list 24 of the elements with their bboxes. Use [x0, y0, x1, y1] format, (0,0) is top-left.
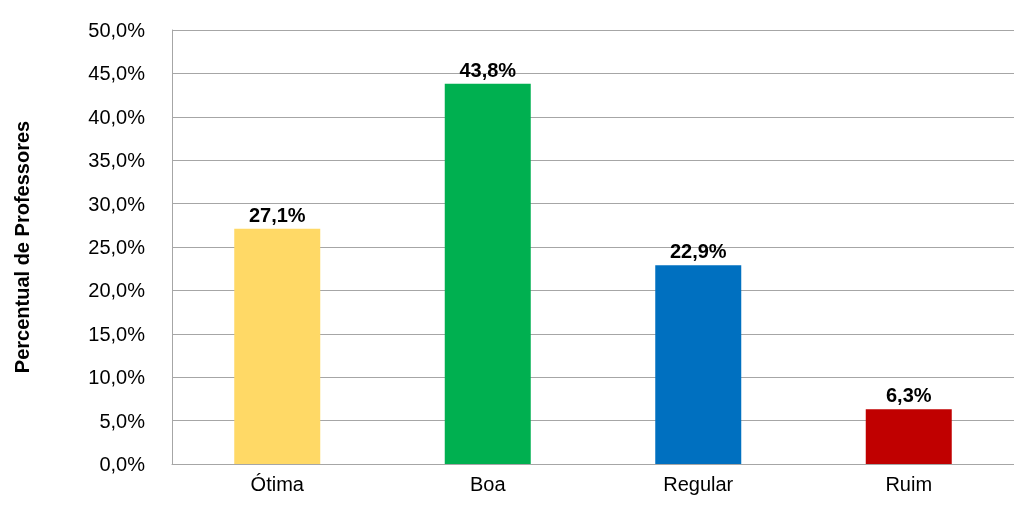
data-label: 6,3% [885, 384, 932, 407]
y-tick-label: 45,0% [88, 62, 146, 85]
y-axis-title: Percentual de Professores [11, 120, 33, 374]
y-tick-label: 40,0% [88, 105, 146, 128]
y-tick-label: 10,0% [88, 366, 146, 389]
x-tick-label: Ótima [250, 473, 305, 495]
bar [865, 409, 952, 464]
y-tick-label: 0,0% [99, 453, 146, 475]
bar [655, 265, 742, 464]
y-tick-label: 30,0% [88, 192, 146, 215]
x-tick-label: Ruim [885, 473, 933, 495]
x-tick-label: Boa [469, 473, 507, 495]
y-tick-label: 35,0% [88, 149, 146, 172]
data-label: 43,8% [459, 58, 517, 81]
data-label: 22,9% [669, 240, 727, 263]
y-tick-label: 5,0% [99, 409, 146, 432]
x-tick-label: Regular [663, 473, 734, 495]
data-label: 27,1% [248, 203, 306, 226]
y-tick-label: 50,0% [88, 19, 146, 41]
y-tick-label: 20,0% [88, 279, 146, 302]
y-tick-label: 25,0% [88, 236, 146, 258]
bar [234, 228, 321, 464]
y-tick-label: 15,0% [88, 322, 146, 345]
bar [444, 83, 531, 464]
